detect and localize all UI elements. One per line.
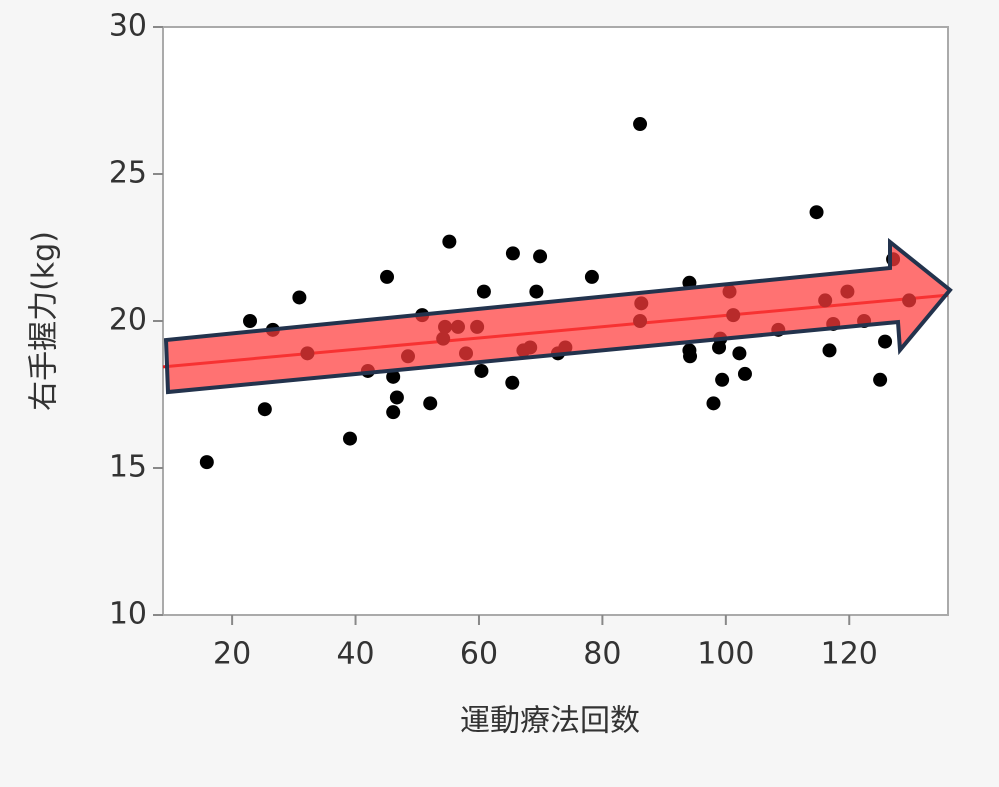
data-point <box>706 396 721 411</box>
data-point <box>873 372 888 387</box>
data-point <box>386 369 401 384</box>
x-tick-label: 80 <box>583 637 621 672</box>
data-point <box>442 234 457 249</box>
data-point <box>380 269 395 284</box>
data-point <box>529 284 544 299</box>
trend-arrow <box>163 237 953 395</box>
data-point <box>386 405 401 420</box>
x-axis-label: 運動療法回数 <box>460 704 640 739</box>
data-point <box>878 334 893 349</box>
y-axis-label: 右手握力(kg) <box>27 231 62 411</box>
data-point <box>822 343 837 358</box>
data-point <box>732 346 747 361</box>
data-point <box>423 396 438 411</box>
data-point <box>584 269 599 284</box>
x-tick-label: 100 <box>697 637 754 672</box>
y-tick-label: 10 <box>109 597 147 632</box>
data-point <box>474 363 489 378</box>
data-point <box>633 117 648 132</box>
data-point <box>505 246 520 261</box>
y-tick-label: 30 <box>109 9 147 44</box>
data-point <box>809 205 824 220</box>
data-point <box>257 402 272 417</box>
y-tick-label: 20 <box>109 303 147 338</box>
x-tick-label: 120 <box>821 637 878 672</box>
x-tick-label: 40 <box>336 637 374 672</box>
x-tick-label: 60 <box>460 637 498 672</box>
y-tick-label: 15 <box>109 450 147 485</box>
data-point <box>243 314 258 328</box>
data-point <box>533 249 548 264</box>
data-point <box>683 349 698 364</box>
y-tick-label: 25 <box>109 156 147 191</box>
x-tick-label: 20 <box>213 637 251 672</box>
data-point <box>715 372 730 387</box>
data-point <box>342 431 357 446</box>
data-point <box>389 390 404 405</box>
data-point <box>505 375 520 390</box>
data-point <box>476 284 491 299</box>
data-point <box>737 366 752 381</box>
data-point <box>199 455 214 470</box>
data-point <box>292 290 307 305</box>
